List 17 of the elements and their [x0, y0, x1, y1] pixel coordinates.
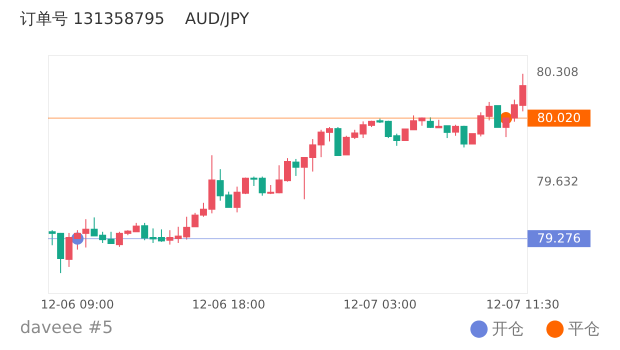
- text: daveee #5: [20, 318, 114, 338]
- x-tick-label: 12-07 11:30: [486, 298, 560, 312]
- y-tick-label: 79.632: [536, 174, 578, 188]
- chart-title: 订单号 131358795 AUD/JPY: [20, 9, 250, 30]
- y-tick-label: 80.308: [536, 65, 578, 80]
- legend-label: 平仓: [568, 319, 600, 338]
- candlestick: [452, 124, 460, 136]
- candlestick: [444, 125, 451, 139]
- x-tick-label: 12-06 09:00: [40, 298, 114, 312]
- ref-line-label: 79.276: [537, 230, 581, 246]
- x-tick-label: 12-07 03:00: [343, 298, 417, 312]
- x-tick-label: 12-06 18:00: [192, 298, 266, 312]
- candlestick: [292, 158, 300, 176]
- candlestick: [494, 105, 502, 128]
- ref-line-label: 80.020: [537, 110, 581, 126]
- legend-label: 开仓: [492, 319, 524, 338]
- candlestick: [460, 125, 468, 148]
